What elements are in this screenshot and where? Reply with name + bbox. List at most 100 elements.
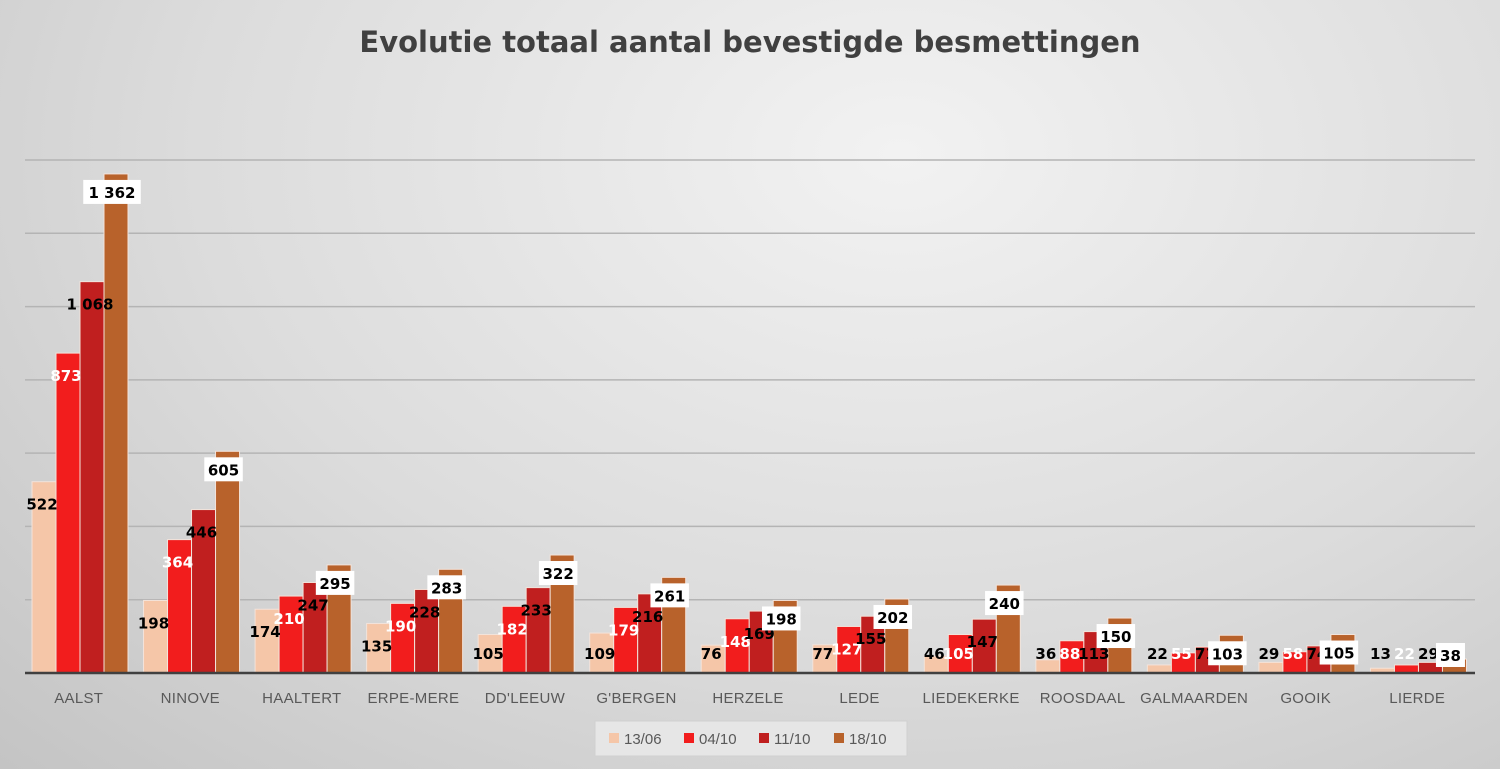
data-label: 105 [472,645,503,663]
category-label: AALST [54,690,103,707]
data-label: 322 [542,565,573,583]
bar [836,625,862,674]
data-label: 198 [766,610,797,628]
data-label: 210 [273,610,304,628]
data-label-box [204,457,243,482]
legend-label: 04/10 [699,731,737,748]
category-label: GALMAARDEN [1140,690,1248,707]
data-label-box [1208,641,1247,666]
data-label: 198 [138,614,169,632]
data-label: 522 [26,496,57,514]
data-label: 76 [701,645,722,663]
category-label: HERZELE [712,690,783,707]
bar [414,588,440,674]
data-label: 179 [608,621,639,639]
data-label: 88 [1059,645,1080,663]
bar [1258,661,1284,674]
data-label: 105 [1323,645,1354,663]
chart-title: Evolutie totaal aantal bevestigde besmet… [359,25,1140,59]
data-label: 295 [319,575,350,593]
data-label: 247 [297,596,328,614]
legend: 13/06 04/10 11/10 18/10 [594,720,908,757]
data-label: 22 [1147,645,1168,663]
data-label: 147 [967,633,998,651]
category-label: LEDE [839,690,879,707]
category-label: HAALTERT [262,690,341,707]
data-label: 105 [943,645,974,663]
data-label: 1 068 [67,296,114,314]
data-label-box [538,561,578,586]
bar [79,281,105,674]
data-label-box [1435,643,1465,667]
category-label: GOOIK [1280,690,1331,707]
data-label-box [985,591,1024,616]
category-label: NINOVE [161,690,220,707]
legend-swatch [609,733,619,743]
data-label: 190 [385,617,416,635]
category-label: LIERDE [1389,690,1445,707]
data-label: 283 [431,579,462,597]
bar [525,587,551,674]
data-label: 605 [208,461,239,479]
data-label: 261 [654,587,685,605]
data-label: 77 [812,645,833,663]
bar [278,595,304,674]
data-label: 216 [632,608,663,626]
data-label-box [1319,640,1359,665]
category-label: ERPE-MERE [367,690,459,707]
data-label: 46 [924,645,945,663]
category-labels: AALST NINOVE HAALTERT ERPE-MERE DD'LEEUW G'BE… [25,671,1475,707]
category-label: ROOSDAAL [1040,690,1126,707]
data-label: 135 [361,638,392,656]
bar [302,581,328,674]
data-label: 228 [409,603,440,621]
bar [589,632,615,674]
legend-label: 13/06 [624,731,662,748]
data-label: 240 [989,595,1020,613]
legend-swatch [834,733,844,743]
data-label: 29 [1418,645,1439,663]
legend-label: 18/10 [849,731,887,748]
bar [477,634,503,674]
data-label: 873 [50,367,81,385]
bar [167,539,193,674]
gridlines [25,159,1475,601]
category-label: G'BERGEN [596,690,676,707]
data-label: 113 [1078,645,1109,663]
data-label-box [761,606,801,631]
data-label: 22 [1394,645,1415,663]
data-label: 150 [1100,628,1131,646]
legend-label: 11/10 [774,731,810,748]
bars [31,173,1467,674]
data-label: 13 [1370,645,1391,663]
data-label: 38 [1440,647,1461,665]
bar [191,509,217,674]
data-label: 1 362 [89,184,136,202]
category-label: DD'LEEUW [485,690,566,707]
data-label-box [650,583,689,608]
data-label: 58 [1282,645,1303,663]
data-label: 446 [186,524,217,542]
legend-box [594,720,908,757]
data-label-box [427,575,466,600]
data-label: 36 [1035,645,1056,663]
data-label: 148 [720,633,751,651]
data-label: 155 [855,630,886,648]
bar [724,618,750,674]
bar [215,450,241,674]
data-label-box [315,570,355,595]
data-label: 127 [831,640,862,658]
data-label: 364 [162,554,193,572]
data-label: 182 [496,620,527,638]
data-label-box [83,179,141,204]
data-label: 55 [1171,645,1192,663]
data-label: 103 [1212,645,1243,663]
category-label: LIEDEKERKE [922,690,1019,707]
legend-swatch [759,733,769,743]
data-label: 109 [584,645,615,663]
data-label-box [1096,624,1136,649]
data-label: 174 [249,623,280,641]
data-label: 233 [520,602,551,620]
data-label-box [873,604,913,629]
